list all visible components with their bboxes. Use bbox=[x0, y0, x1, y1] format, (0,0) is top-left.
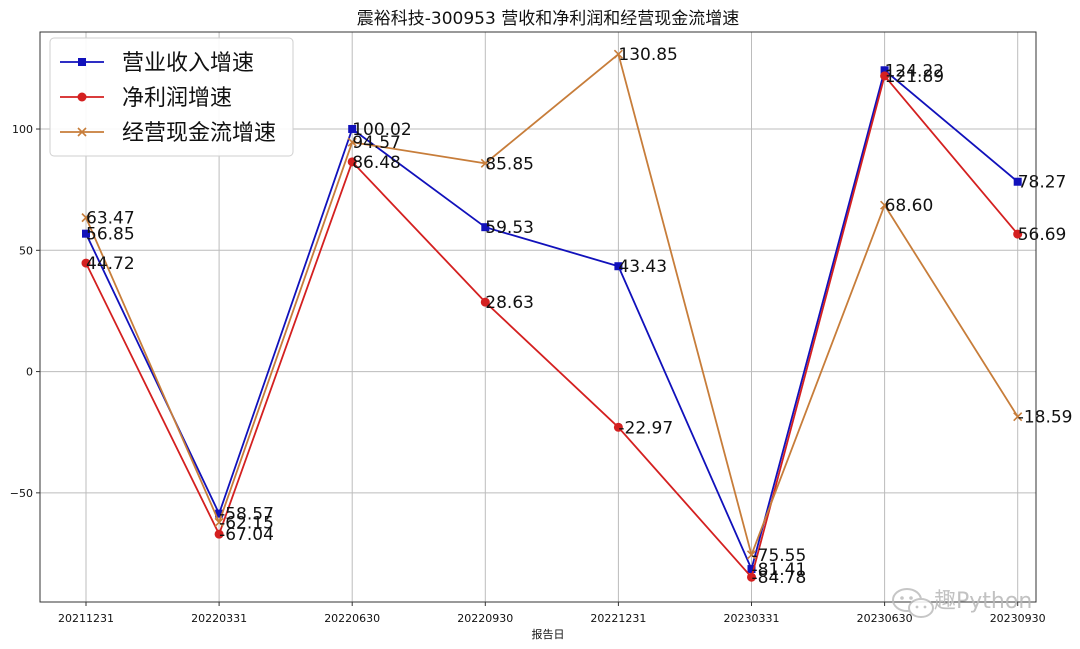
legend-item-cashflow: 经营现金流增速 bbox=[60, 121, 276, 146]
series-line-revenue bbox=[85, 69, 1019, 570]
data-label-cashflow: 94.57 bbox=[352, 133, 401, 153]
x-tick-label: 20230930 bbox=[990, 612, 1046, 625]
data-label-revenue: -81.41 bbox=[752, 560, 807, 580]
data-point-cashflow bbox=[347, 137, 357, 147]
data-point-revenue bbox=[481, 223, 490, 232]
data-label-cashflow: 85.85 bbox=[485, 154, 534, 174]
y-tick-label: 100 bbox=[12, 123, 33, 136]
data-point-net-profit bbox=[214, 529, 224, 539]
x-tick-label: 20220331 bbox=[191, 612, 247, 625]
data-label-net-profit: 121.89 bbox=[885, 67, 944, 87]
legend-item-revenue: 营业收入增速 bbox=[60, 51, 254, 76]
data-point-cashflow bbox=[81, 213, 91, 223]
legend-label: 经营现金流增速 bbox=[122, 121, 276, 146]
legend-label: 营业收入增速 bbox=[122, 51, 254, 76]
data-label-cashflow: 68.60 bbox=[885, 196, 934, 216]
x-tick-label: 20230331 bbox=[724, 612, 780, 625]
series-layer bbox=[81, 49, 1023, 582]
data-label-net-profit: -67.04 bbox=[219, 525, 274, 545]
data-label-cashflow: 63.47 bbox=[86, 209, 135, 229]
data-point-net-profit bbox=[480, 297, 490, 307]
data-label-revenue: 59.53 bbox=[485, 218, 534, 238]
chart-title: 震裕科技-300953 营收和净利润和经营现金流增速 bbox=[357, 9, 739, 29]
data-point-net-profit bbox=[747, 572, 756, 582]
data-point-cashflow bbox=[613, 49, 623, 59]
data-label-revenue: 124.22 bbox=[885, 61, 944, 81]
data-label-revenue: 43.43 bbox=[618, 257, 667, 277]
y-tick-label: 50 bbox=[19, 244, 33, 257]
data-point-cashflow bbox=[214, 517, 224, 527]
data-point-revenue bbox=[614, 262, 623, 271]
data-label-cashflow: -18.59 bbox=[1018, 408, 1073, 428]
data-label-revenue: 100.02 bbox=[352, 120, 411, 140]
legend-marker bbox=[77, 127, 87, 137]
watermark-text: 趣Python bbox=[934, 589, 1032, 614]
legend-box bbox=[49, 37, 294, 157]
data-label-cashflow: 130.85 bbox=[618, 45, 677, 65]
data-label-revenue: 56.85 bbox=[86, 225, 135, 245]
legend-label: 净利润增速 bbox=[122, 86, 232, 111]
series-net-profit bbox=[81, 71, 1023, 582]
data-labels: 56.85 -58.57 100.02 59.53 43.43 -81.41 124.22 7… bbox=[86, 45, 1073, 588]
x-tick-label: 20221231 bbox=[590, 612, 646, 625]
legend-item-net-profit: 净利润增速 bbox=[60, 86, 232, 111]
data-point-cashflow bbox=[1013, 412, 1023, 422]
y-tick-label: −50 bbox=[10, 487, 33, 500]
data-point-net-profit bbox=[613, 422, 623, 432]
data-point-cashflow bbox=[480, 158, 490, 168]
x-tick-label: 20211231 bbox=[58, 612, 114, 625]
x-tick-label: 20220630 bbox=[324, 612, 380, 625]
data-point-revenue bbox=[215, 509, 224, 518]
series-line-net-profit bbox=[85, 75, 1019, 579]
x-tick-label: 20230630 bbox=[857, 612, 913, 625]
data-point-revenue bbox=[1013, 177, 1022, 186]
x-axis-label: 报告日 bbox=[532, 627, 565, 641]
legend-marker bbox=[78, 58, 86, 66]
data-point-net-profit bbox=[1013, 229, 1023, 239]
data-point-revenue bbox=[880, 66, 889, 75]
y-tick-label: 0 bbox=[26, 366, 33, 379]
data-point-revenue bbox=[747, 565, 756, 574]
data-label-net-profit: -22.97 bbox=[618, 418, 673, 438]
data-point-cashflow bbox=[880, 200, 890, 210]
x-tick-label: 20220930 bbox=[457, 612, 513, 625]
data-point-net-profit bbox=[347, 157, 357, 167]
data-point-net-profit bbox=[880, 71, 890, 81]
plot-frame bbox=[39, 31, 1037, 603]
data-label-net-profit: 28.63 bbox=[485, 293, 534, 313]
data-label-net-profit: 56.69 bbox=[1018, 225, 1067, 245]
data-label-cashflow: -62.15 bbox=[219, 513, 274, 533]
data-label-revenue: -58.57 bbox=[219, 505, 274, 525]
series-line-cashflow bbox=[85, 53, 1019, 556]
data-point-revenue bbox=[82, 229, 90, 238]
wechat-icon bbox=[892, 588, 934, 618]
data-label-net-profit: 44.72 bbox=[86, 254, 135, 274]
legend-marker bbox=[77, 92, 87, 102]
data-point-cashflow bbox=[746, 550, 757, 560]
data-label-net-profit: -84.78 bbox=[752, 568, 807, 588]
data-point-net-profit bbox=[81, 258, 91, 268]
data-label-revenue: 78.27 bbox=[1018, 173, 1067, 193]
data-label-net-profit: 86.48 bbox=[352, 153, 401, 173]
data-point-revenue bbox=[348, 124, 357, 133]
series-revenue bbox=[82, 66, 1022, 574]
data-label-cashflow: -75.55 bbox=[752, 546, 807, 566]
axes: 20211231 20220331 20220630 20220930 20221231… bbox=[10, 123, 1046, 625]
series-cashflow bbox=[81, 49, 1023, 560]
watermark: 趣Python bbox=[892, 588, 1032, 618]
